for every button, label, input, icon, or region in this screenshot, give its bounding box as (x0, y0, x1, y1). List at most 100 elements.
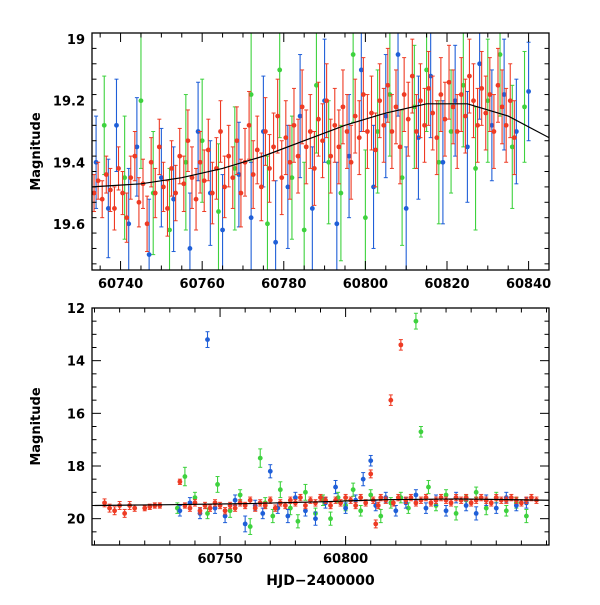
marker (383, 113, 389, 119)
marker (136, 199, 142, 205)
data-point (205, 331, 210, 348)
marker (156, 144, 162, 150)
data-point (495, 47, 501, 123)
data-point (238, 158, 244, 228)
data-point (393, 69, 399, 145)
marker (442, 116, 448, 122)
marker (408, 495, 414, 500)
data-point (103, 155, 109, 194)
marker (440, 159, 446, 165)
marker (295, 153, 301, 159)
marker (287, 497, 293, 503)
fit-curve (92, 103, 549, 188)
data-point (336, 109, 342, 185)
marker (362, 215, 368, 221)
marker (238, 190, 244, 196)
marker (285, 184, 291, 190)
data-point (428, 33, 434, 139)
marker (483, 497, 489, 503)
data-point (112, 186, 117, 231)
data-point (513, 78, 519, 185)
marker (132, 153, 138, 159)
data-point (313, 499, 318, 507)
marker (272, 505, 278, 511)
data-point (356, 100, 362, 176)
marker (173, 190, 179, 196)
marker (262, 503, 268, 508)
data-point (299, 69, 305, 145)
marker (443, 492, 449, 498)
data-point (258, 152, 264, 222)
marker (158, 175, 164, 181)
marker (324, 98, 330, 104)
data-point (443, 496, 449, 504)
data-point (443, 505, 449, 517)
marker (282, 503, 288, 508)
y-tick-label: 16 (67, 407, 85, 422)
marker (503, 508, 509, 514)
marker (222, 513, 228, 519)
marker (114, 122, 119, 128)
data-point (298, 493, 303, 502)
marker (247, 524, 253, 529)
marker (267, 468, 273, 474)
marker (205, 511, 210, 516)
marker (368, 471, 374, 477)
data-point (226, 124, 232, 188)
marker (453, 511, 459, 516)
marker (257, 455, 263, 461)
marker (524, 513, 529, 519)
data-point (464, 90, 470, 203)
marker (358, 495, 364, 500)
marker (363, 500, 369, 506)
data-point (436, 100, 442, 225)
marker (112, 508, 117, 514)
data-point (328, 511, 333, 526)
marker (385, 82, 391, 88)
data-point (303, 501, 308, 510)
data-point (247, 496, 253, 504)
marker (503, 122, 509, 128)
x-tick-label: 60780 (261, 277, 306, 292)
marker (152, 503, 158, 508)
marker (93, 159, 99, 165)
marker (105, 206, 111, 211)
data-point (177, 478, 183, 485)
marker (222, 508, 228, 514)
data-point (234, 106, 240, 176)
data-point (136, 177, 142, 228)
marker (333, 484, 338, 490)
data-point (320, 103, 325, 179)
data-point (448, 69, 454, 194)
marker (99, 196, 105, 202)
marker (267, 166, 272, 171)
marker (401, 92, 407, 97)
marker (177, 479, 183, 485)
marker (101, 122, 107, 128)
data-point (173, 164, 179, 222)
marker (220, 227, 225, 233)
marker (326, 159, 332, 165)
marker (390, 500, 396, 506)
data-point (477, 33, 483, 120)
plot-frame (91, 307, 550, 546)
data-point (428, 499, 434, 507)
marker (371, 184, 376, 190)
data-point (389, 94, 395, 169)
marker (464, 144, 470, 150)
data-point (332, 87, 338, 163)
marker (171, 196, 177, 202)
marker (458, 92, 464, 97)
data-point (260, 507, 266, 520)
data-point (416, 75, 421, 200)
marker (346, 153, 352, 159)
marker (473, 489, 479, 495)
data-point (187, 504, 193, 512)
data-point (378, 508, 384, 524)
data-point (491, 94, 497, 169)
data-point (446, 44, 452, 120)
data-point (148, 137, 154, 188)
top-panel: 60740 60760 60780 60800 60820 60840 19 19.2 19.4… (29, 32, 551, 292)
marker (426, 86, 432, 91)
data-point (483, 496, 489, 504)
